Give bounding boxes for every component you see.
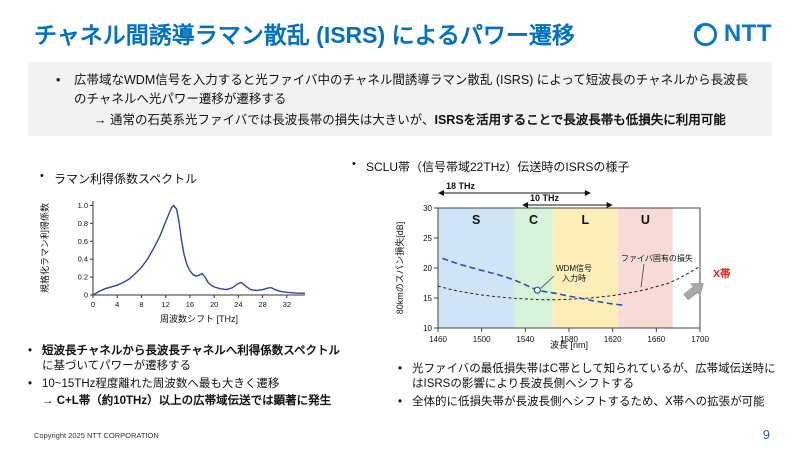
svg-text:20: 20: [210, 300, 218, 309]
raman-chart-heading-text: ラマン利得係数スペクトル: [54, 172, 198, 186]
summary-conclusion-prefix: → 通常の石英系光ファイバでは長波長帯の損失は大きいが、: [94, 112, 435, 127]
svg-text:12: 12: [162, 300, 170, 309]
svg-text:1580: 1580: [560, 335, 578, 344]
svg-text:4: 4: [115, 300, 119, 309]
note-text: 短波長チャネルから長波長チャネルへ利得係数スペクトル に基づいてパワーが遷移する: [42, 344, 340, 375]
right-notes: • 光ファイバの最低損失帯はC帯として知られているが、広帯域伝送時にはISRSの…: [398, 362, 776, 412]
dimension-arrow-label: 10 THz: [530, 193, 560, 203]
bullet-icon: •: [28, 377, 33, 390]
svg-text:0.8: 0.8: [78, 219, 88, 228]
dimension-arrow-label: 18 THz: [446, 181, 476, 191]
svg-text:1700: 1700: [691, 335, 709, 344]
bullet-icon: •: [352, 158, 356, 170]
wdm-input-loss: [442, 257, 624, 306]
svg-text:0.6: 0.6: [78, 237, 88, 246]
summary-bullet: • 広帯域なWDM信号を入力すると光ファイバ中のチャネル間誘導ラマン散乱 (IS…: [56, 71, 754, 110]
bullet-icon: •: [398, 395, 403, 408]
band-C: [514, 208, 553, 328]
summary-conclusion: → 通常の石英系光ファイバでは長波長帯の損失は大きいが、ISRSを活用することで…: [94, 111, 754, 130]
svg-text:0: 0: [84, 291, 88, 300]
band-U: [618, 208, 673, 328]
band-letter-L: L: [582, 213, 590, 227]
raman-chart-heading: • ラマン利得係数スペクトル: [40, 170, 197, 187]
expansion-arrow: [683, 283, 704, 301]
bullet-icon: •: [56, 73, 61, 87]
fiber-loss-annotation: ファイバ固有の損失: [621, 253, 693, 263]
summary-box: • 広帯域なWDM信号を入力すると光ファイバ中のチャネル間誘導ラマン散乱 (IS…: [28, 62, 772, 136]
svg-text:30: 30: [423, 204, 432, 213]
loss-chart-heading-text: SCLU帯（信号帯域22THz）伝送時のISRSの様子: [366, 160, 630, 174]
svg-text:1660: 1660: [647, 335, 665, 344]
svg-text:28: 28: [258, 300, 266, 309]
band-S: [438, 208, 515, 328]
page-number: 9: [762, 427, 770, 442]
note-text: 10~15THz程度離れた周波数へ最も大きく遷移: [42, 377, 280, 390]
note-conclusion: → C+L帯（約10THz）以上の広帯域伝送では顕著に発生: [42, 394, 332, 407]
ntt-logo: NTT: [692, 20, 772, 48]
svg-text:20: 20: [423, 264, 432, 273]
left-notes: • 短波長チャネルから長波長チャネルへ利得係数スペクトル に基づいてパワーが遷移…: [28, 344, 390, 409]
svg-text:1540: 1540: [516, 335, 534, 344]
summary-bullet-text: 広帯域なWDM信号を入力すると光ファイバ中のチャネル間誘導ラマン散乱 (ISRS…: [74, 73, 749, 107]
svg-text:1620: 1620: [604, 335, 622, 344]
wdm-marker: [533, 286, 541, 294]
svg-text:15: 15: [423, 294, 432, 303]
list-item: • 10~15THz程度離れた周波数へ最も大きく遷移: [28, 377, 390, 392]
note-text: 光ファイバの最低損失帯はC帯として知られているが、広帯域伝送時にはISRSの影響…: [412, 363, 776, 391]
svg-text:10: 10: [423, 324, 432, 333]
bullet-icon: •: [40, 170, 44, 182]
svg-text:8: 8: [139, 300, 143, 309]
x-axis-label: 周波数シフト [THz]: [160, 313, 238, 324]
bullet-icon: •: [398, 363, 403, 375]
fiber-intrinsic-loss: [437, 265, 701, 301]
wdm-annotation: WDM信号: [556, 263, 592, 273]
band-letter-U: U: [641, 213, 650, 227]
bullet-icon: •: [28, 345, 33, 357]
svg-text:25: 25: [423, 234, 432, 243]
svg-text:16: 16: [186, 300, 194, 309]
ntt-dynamic-loop-icon: [693, 22, 717, 46]
svg-text:1460: 1460: [429, 335, 447, 344]
copyright-text: Copyright 2025 NTT CORPORATION: [34, 431, 159, 440]
list-item: • 全体的に低損失帯が長波長側へシフトするため、X帯への拡張が可能: [398, 395, 776, 410]
band-letter-C: C: [529, 213, 538, 227]
ntt-logo-text: NTT: [723, 20, 772, 47]
loss-chart-heading: • SCLU帯（信号帯域22THz）伝送時のISRSの様子: [352, 158, 629, 175]
raman-gain-curve: [92, 204, 305, 296]
svg-text:24: 24: [234, 300, 242, 309]
wdm-annotation-line2: 入力時: [562, 273, 586, 283]
svg-text:1500: 1500: [473, 335, 491, 344]
band-letter-S: S: [472, 213, 480, 227]
list-item: • 光ファイバの最低損失帯はC帯として知られているが、広帯域伝送時にはISRSの…: [398, 362, 776, 393]
svg-text:32: 32: [283, 300, 291, 309]
note-text-bold: 短波長チャネルから長波長チャネルへ利得係数スペクトル: [42, 345, 340, 357]
y-axis-label: 80kmのスパン損失[dB]: [394, 222, 405, 314]
summary-conclusion-bold: ISRSを活用することで長波長帯も低損失に利用可能: [434, 112, 726, 127]
note-text-rest: に基づいてパワーが遷移する: [42, 360, 192, 373]
band-L: [552, 208, 619, 328]
y-axis-label: 規格化ラマン利得係数: [39, 203, 50, 293]
svg-text:0: 0: [91, 300, 95, 309]
note-text: 全体的に低損失帯が長波長側へシフトするため、X帯への拡張が可能: [412, 395, 765, 408]
x-band-label: X帯: [713, 267, 731, 280]
x-axis-label: 波長 [nm]: [550, 339, 588, 350]
svg-text:0.2: 0.2: [78, 273, 88, 282]
page-title: チャネル間誘導ラマン散乱 (ISRS) によるパワー遷移: [34, 22, 575, 48]
svg-text:0.4: 0.4: [78, 255, 88, 264]
list-item: • 短波長チャネルから長波長チャネルへ利得係数スペクトル に基づいてパワーが遷移…: [28, 344, 390, 375]
svg-text:1.0: 1.0: [78, 201, 88, 210]
span-loss-chart: S C L U 10 15 20 25 30 1460 1500 1540 1580 1620 1660 17…: [394, 181, 731, 350]
raman-gain-chart: 0 0.2 0.4 0.6 0.8 1.0 0 4 8 12 16 20 24 28 32 周波数シフト [T…: [39, 201, 305, 324]
